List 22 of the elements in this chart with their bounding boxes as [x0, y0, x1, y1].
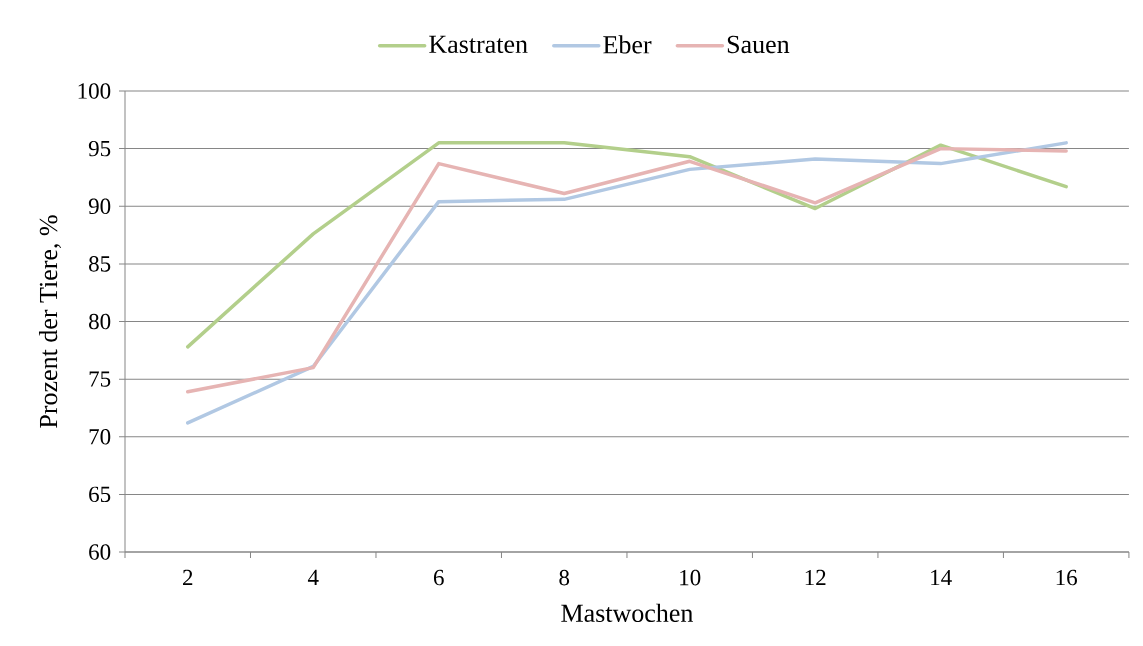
- x-tick-label: 4: [307, 569, 319, 586]
- y-tick-label: 65: [89, 486, 111, 503]
- y-tick-label: 60: [89, 544, 111, 560]
- x-tick-label: 10: [680, 569, 701, 586]
- y-tick-label: 80: [89, 313, 111, 330]
- x-tick-label: 14: [931, 569, 952, 586]
- x-tick-label: 16: [1056, 569, 1077, 586]
- y-tick-label: 85: [89, 256, 111, 272]
- y-tick-label: 100: [78, 83, 111, 99]
- y-tick-label: 70: [89, 428, 111, 445]
- legend-label: Eber: [603, 35, 652, 54]
- y-tick-label: 75: [89, 371, 111, 387]
- x-tick-label: 12: [805, 569, 826, 586]
- legend-label: Sauen: [727, 35, 790, 54]
- y-tick-label: 95: [88, 140, 111, 157]
- legend-label: Kastraten: [429, 35, 528, 54]
- x-tick-label: 2: [183, 569, 193, 586]
- x-tick-label: 8: [559, 569, 570, 586]
- x-axis-title: Mastwochen: [561, 603, 693, 622]
- y-tick-label: 90: [88, 198, 111, 214]
- x-tick-label: 6: [433, 569, 444, 586]
- y-axis-title: Prozent der Tiere, %: [38, 215, 62, 428]
